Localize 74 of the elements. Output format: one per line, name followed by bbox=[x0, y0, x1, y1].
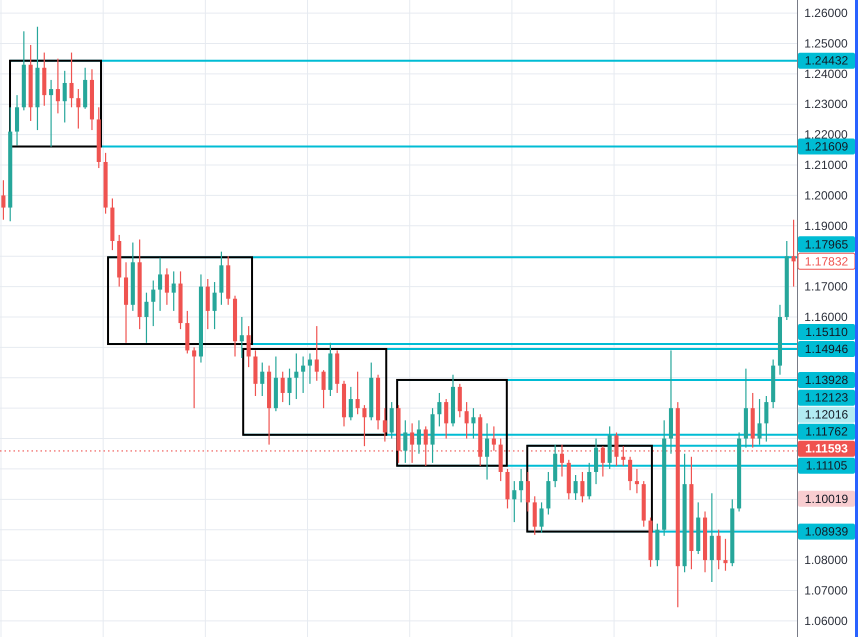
candlestick bbox=[172, 270, 176, 312]
text: 1.17832 bbox=[804, 254, 849, 268]
candlestick bbox=[322, 370, 326, 409]
candlestick bbox=[764, 395, 768, 442]
ref-line-label: 1.15110 bbox=[805, 325, 848, 340]
candlestick bbox=[287, 368, 292, 406]
ref-line-label: 1.21609 bbox=[804, 140, 849, 154]
candlestick bbox=[757, 398, 762, 446]
candlestick bbox=[294, 352, 298, 400]
y-tick-label: 1.07000 bbox=[804, 584, 848, 598]
candlestick bbox=[1, 180, 6, 220]
candlestick bbox=[526, 471, 530, 512]
candlestick bbox=[416, 420, 421, 454]
candlestick bbox=[574, 474, 578, 501]
y-tick-label: 1.21000 bbox=[804, 158, 848, 172]
candlestick bbox=[485, 422, 490, 480]
ref-line-label: 1.11105 bbox=[806, 458, 848, 473]
candlestick bbox=[634, 468, 639, 494]
candlestick bbox=[348, 386, 353, 421]
candlestick bbox=[356, 371, 360, 415]
candlestick bbox=[158, 257, 162, 312]
candlestick bbox=[212, 281, 217, 330]
candlestick bbox=[628, 456, 632, 491]
candlestick bbox=[362, 404, 366, 447]
text: 1.10019 bbox=[804, 492, 849, 506]
candlestick bbox=[580, 471, 584, 503]
y-tick-label: 1.20000 bbox=[804, 188, 848, 202]
y-tick-label: 1.23000 bbox=[804, 97, 848, 112]
candlestick bbox=[437, 392, 442, 427]
candlestick bbox=[240, 316, 244, 359]
candlestick bbox=[246, 326, 251, 368]
y-tick-label: 1.19000 bbox=[804, 218, 848, 233]
candlestick bbox=[164, 268, 169, 306]
candlestick bbox=[519, 468, 524, 503]
candlestick bbox=[403, 420, 408, 464]
ref-line-label: 1.08939 bbox=[804, 524, 849, 539]
ref-line-label: 1.11762 bbox=[805, 424, 848, 439]
ref-line-label: 1.17965 bbox=[804, 237, 849, 252]
ref-line-label: 1.11593 bbox=[805, 442, 848, 456]
candlestick bbox=[492, 426, 496, 452]
y-tick-label: 1.17000 bbox=[804, 280, 848, 294]
candlestick bbox=[301, 356, 306, 394]
candlestick bbox=[444, 398, 448, 440]
ref-line-label: 1.14946 bbox=[804, 342, 849, 356]
candlestick bbox=[308, 352, 312, 384]
candlestick bbox=[62, 70, 67, 124]
candlestick bbox=[723, 538, 728, 572]
candlestick bbox=[512, 480, 516, 523]
candlestick bbox=[382, 408, 387, 442]
y-tick-label: 1.25000 bbox=[804, 36, 848, 50]
legend-label: 1.12123 bbox=[804, 390, 849, 405]
candlestick bbox=[471, 408, 476, 440]
candlestick bbox=[280, 371, 285, 403]
text: 1.12016 bbox=[804, 408, 849, 422]
candlestick bbox=[151, 280, 156, 327]
candlestick bbox=[76, 88, 80, 130]
candlestick bbox=[49, 79, 54, 148]
candlestick bbox=[192, 346, 196, 409]
y-tick-label: 1.16000 bbox=[804, 310, 848, 324]
y-tick-label: 1.26000 bbox=[804, 6, 848, 20]
y-tick-label: 1.24000 bbox=[804, 66, 848, 81]
candlestick bbox=[144, 292, 148, 344]
ref-line-label: 1.24432 bbox=[804, 54, 849, 68]
y-tick-label: 1.08000 bbox=[804, 553, 848, 568]
ref-line-label: 1.13928 bbox=[804, 372, 849, 387]
candlestick bbox=[464, 401, 469, 440]
y-tick-label: 1.22000 bbox=[804, 128, 848, 142]
candlestick bbox=[540, 502, 544, 534]
candlestick bbox=[314, 326, 319, 382]
candlestick bbox=[56, 58, 60, 114]
y-tick-label: 1.06000 bbox=[804, 614, 848, 628]
candlestick bbox=[792, 219, 796, 288]
candlestick bbox=[69, 52, 74, 108]
candlestick bbox=[260, 362, 264, 397]
